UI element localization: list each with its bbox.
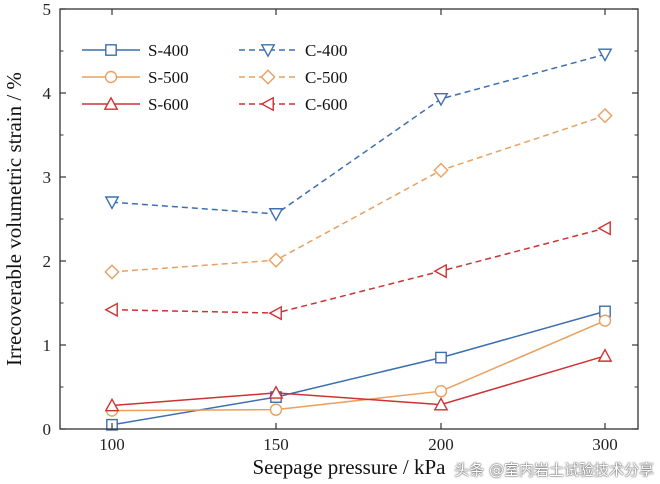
data-point-s-600 <box>597 348 613 362</box>
series-line-s-500 <box>111 319 606 412</box>
data-point-c-400 <box>597 48 613 63</box>
x-axis-title: Seepage pressure / kPa <box>252 455 446 479</box>
data-point-s-600 <box>104 397 120 412</box>
legend-item-c-400: C-400 <box>239 41 348 60</box>
data-point-s-500 <box>269 403 283 416</box>
data-point-c-500 <box>104 264 120 280</box>
legend-label-c-400: C-400 <box>305 41 348 60</box>
data-point-c-400 <box>104 196 120 210</box>
y-tick-label: 5 <box>43 0 52 19</box>
legend-label-s-400: S-400 <box>148 41 189 60</box>
series-s-500 <box>105 314 612 417</box>
legend-label-c-500: C-500 <box>305 68 348 87</box>
legend-marker-s-400 <box>105 44 117 56</box>
data-point-s-400 <box>435 351 447 364</box>
plot-frame <box>59 8 639 430</box>
data-point-s-600 <box>433 396 449 411</box>
series-c-600 <box>104 220 611 321</box>
legend-item-s-600: S-600 <box>82 95 189 114</box>
x-tick-label: 300 <box>592 435 618 454</box>
series-line-c-600 <box>111 227 606 314</box>
x-tick-label: 200 <box>428 435 454 454</box>
y-axis-title: Irrecoverable volumetric strain / % <box>2 72 26 366</box>
legend-marker-s-600 <box>103 96 119 110</box>
series-layer <box>104 48 613 431</box>
y-tick-label: 3 <box>43 168 52 187</box>
data-point-c-500 <box>268 252 284 268</box>
series-line-s-600 <box>111 355 606 407</box>
legend-item-c-600: C-600 <box>239 95 348 114</box>
series-s-600 <box>104 348 613 412</box>
data-point-c-400 <box>268 208 284 222</box>
data-point-c-600 <box>104 302 118 318</box>
data-point-c-600 <box>597 220 611 236</box>
legend-label-c-600: C-600 <box>305 95 348 114</box>
series-line-c-400 <box>111 53 606 215</box>
data-point-s-500 <box>598 314 612 327</box>
data-point-s-600 <box>268 385 284 399</box>
legend-marker-c-400 <box>260 44 276 58</box>
data-point-c-600 <box>433 263 447 279</box>
series-line-s-400 <box>111 310 606 426</box>
legend-label-s-500: S-500 <box>148 68 189 87</box>
x-tick-label: 150 <box>263 435 289 454</box>
series-c-500 <box>104 107 613 280</box>
y-tick-label: 1 <box>43 336 52 355</box>
y-tick-label: 4 <box>43 84 52 103</box>
y-tick-label: 2 <box>43 252 52 271</box>
legend-marker-s-500 <box>104 70 118 84</box>
legend-item-s-400: S-400 <box>82 41 189 60</box>
axes-layer: 0 1 2 3 4 5 100 150 200 300 <box>43 0 639 454</box>
legend-marker-c-600 <box>260 96 274 112</box>
data-point-s-500 <box>434 385 448 398</box>
series-line-c-500 <box>111 114 606 273</box>
data-point-c-500 <box>597 107 613 124</box>
data-point-c-600 <box>268 305 282 321</box>
data-point-c-400 <box>433 92 449 107</box>
y-tick-label: 0 <box>43 420 52 439</box>
legend-item-s-500: S-500 <box>82 68 189 87</box>
legend-marker-c-500 <box>260 69 276 85</box>
x-tick-label: 100 <box>99 435 125 454</box>
series-s-400 <box>106 305 611 431</box>
watermark: 头条 @室内岩土试验技术分享 <box>454 461 654 479</box>
legend: S-400 S-500 S-600 C-400 C-500 C-600 <box>82 41 348 114</box>
series-c-400 <box>104 48 613 222</box>
legend-item-c-500: C-500 <box>239 68 348 87</box>
legend-label-s-600: S-600 <box>148 95 189 114</box>
data-point-c-500 <box>433 162 449 178</box>
